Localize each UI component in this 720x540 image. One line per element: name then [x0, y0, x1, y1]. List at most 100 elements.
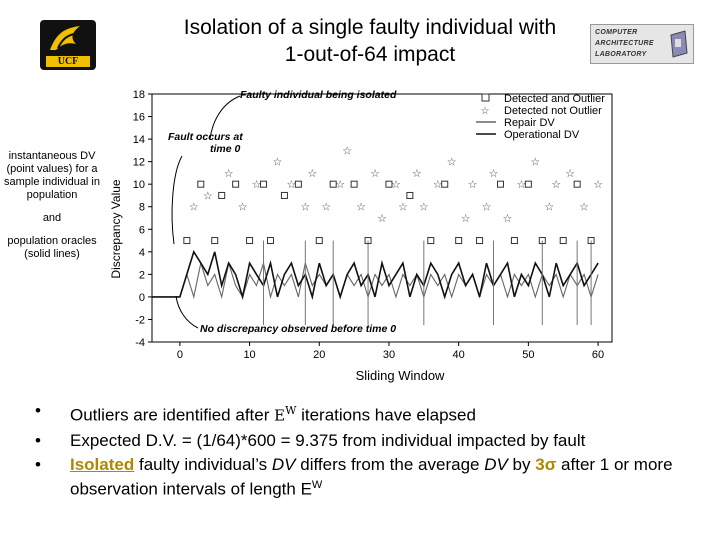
discrepancy-chart: Discrepancy Value -4 -2 0 2 4 6 8 10 12 14 16 18 0 10…: [109, 89, 613, 361]
outlier-point: [211, 237, 219, 245]
bullet-1-text-b: iterations have elapsed: [296, 405, 476, 425]
outlier-point: [385, 180, 393, 188]
bullet-dot: •: [35, 454, 41, 474]
detected-point: ☆: [224, 167, 234, 180]
outlier-point: [260, 180, 268, 188]
x-tick-label: 40: [453, 349, 465, 361]
y-tick-label: -4: [135, 337, 145, 349]
outlier-point: [427, 237, 435, 245]
bullet-item-3: • Isolated faulty individual’s DV differ…: [28, 454, 708, 500]
outlier-point: [406, 191, 414, 199]
y-tick-label: 4: [139, 247, 145, 259]
detected-point: ☆: [412, 167, 422, 180]
outlier-point: [232, 180, 240, 188]
legend-label: Detected and Outlier: [504, 93, 605, 105]
x-tick-label: 60: [592, 349, 604, 361]
bullet-item-2: • Expected D.V. = (1/64)*600 = 9.375 fro…: [28, 430, 708, 451]
detected-point: ☆: [189, 201, 199, 214]
bullet-3-sigma: 3σ: [535, 454, 557, 474]
y-tick-label: 2: [139, 269, 145, 281]
ucf-logo-text: UCF: [46, 56, 90, 67]
bullet-3-text-1: faulty individual’s: [134, 454, 272, 474]
side-note-part-1: instantaneous DV (point values) for a sa…: [4, 150, 100, 201]
logo-line-1: COMPUTER: [595, 29, 638, 36]
annotation-arrow: [171, 155, 183, 245]
detected-point: ☆: [530, 156, 540, 169]
outlier-point: [183, 237, 191, 245]
outlier-point: [315, 237, 323, 245]
y-tick-label: 12: [133, 157, 145, 169]
detected-point: ☆: [482, 201, 492, 214]
bullet-3-text-3: by: [507, 454, 536, 474]
outlier-point: [350, 180, 358, 188]
detected-point: ☆: [468, 178, 478, 191]
x-axis-label: Sliding Window: [355, 368, 445, 383]
outlier-point: [246, 237, 254, 245]
title-line-1: Isolation of a single faulty individual …: [183, 16, 557, 39]
outlier-point: [476, 237, 484, 245]
x-tick-label: 50: [522, 349, 534, 361]
legend-marker: ☆: [481, 106, 490, 117]
repair-dv-line: [179, 260, 599, 300]
detected-point: ☆: [377, 212, 387, 225]
detected-point: ☆: [335, 178, 345, 191]
detected-point: ☆: [489, 167, 499, 180]
detected-point: ☆: [516, 178, 526, 191]
chip-icon: [670, 30, 688, 58]
legend-marker: [481, 93, 490, 102]
bullet-1-text-a: Outliers are identified after: [70, 405, 275, 425]
detected-point: ☆: [565, 167, 575, 180]
pegasus-icon: [50, 26, 80, 50]
outlier-point: [524, 180, 532, 188]
outlier-point: [197, 180, 205, 188]
side-note-part-3: population oracles (solid lines): [7, 235, 97, 260]
ucf-logo: UCF: [40, 20, 96, 70]
bullet-3-isolated: Isolated: [70, 454, 135, 474]
bullet-1-sup: W: [285, 404, 297, 417]
detected-point: ☆: [252, 178, 262, 191]
detected-point: ☆: [398, 201, 408, 214]
y-tick-label: 0: [139, 292, 145, 304]
detected-point: ☆: [238, 201, 248, 214]
y-tick-label: 8: [139, 202, 145, 214]
annotation-arrow: [209, 95, 241, 140]
plot-frame: [151, 93, 613, 343]
outlier-point: [559, 237, 567, 245]
detected-point: ☆: [370, 167, 380, 180]
y-tick-label: 18: [133, 89, 145, 101]
outlier-point: [455, 237, 463, 245]
y-tick-label: 16: [133, 112, 145, 124]
detected-point: ☆: [447, 156, 457, 169]
computer-architecture-lab-logo: COMPUTER ARCHITECTURE LABORATORY: [590, 24, 694, 64]
detected-point: ☆: [307, 167, 317, 180]
legend-label: Detected not Outlier: [504, 105, 602, 117]
operational-dv-line: [152, 249, 599, 301]
x-tick-label: 30: [383, 349, 395, 361]
annotation-faulty: Faulty individual being isolated: [240, 89, 397, 101]
y-axis-label: Discrepancy Value: [109, 179, 123, 278]
bullet-dot: •: [35, 430, 41, 450]
bullet-3-text-2: differs from the average: [295, 454, 485, 474]
detected-point: ☆: [321, 201, 331, 214]
annotation-fault-occurs: Fault occurs at time 0: [168, 131, 243, 155]
outlier-point: [510, 237, 518, 245]
detected-point: ☆: [273, 156, 283, 169]
legend-label: Operational DV: [504, 129, 580, 141]
outlier-point: [587, 237, 595, 245]
outlier-point: [294, 180, 302, 188]
bullet-2-text: Expected D.V. = (1/64)*600 = 9.375 from …: [70, 430, 586, 450]
slide-title: Isolation of a single faulty individual …: [110, 14, 630, 68]
x-tick-label: 0: [177, 349, 183, 361]
logo-line-2: ARCHITECTURE: [595, 40, 654, 47]
detected-point: ☆: [461, 212, 471, 225]
detected-point: ☆: [579, 201, 589, 214]
detected-point: ☆: [300, 201, 310, 214]
bullet-3-text-4: after 1 or more observation intervals of…: [70, 454, 673, 499]
bullet-3-dv-2: DV: [484, 454, 508, 474]
outlier-point: [218, 191, 226, 199]
bullet-3-sup: W: [311, 478, 323, 491]
outlier-point: [538, 237, 546, 245]
side-note-part-2: and: [42, 212, 62, 224]
bullet-item-1: • Outliers are identified after EW itera…: [28, 400, 708, 427]
outlier-point: [266, 237, 274, 245]
